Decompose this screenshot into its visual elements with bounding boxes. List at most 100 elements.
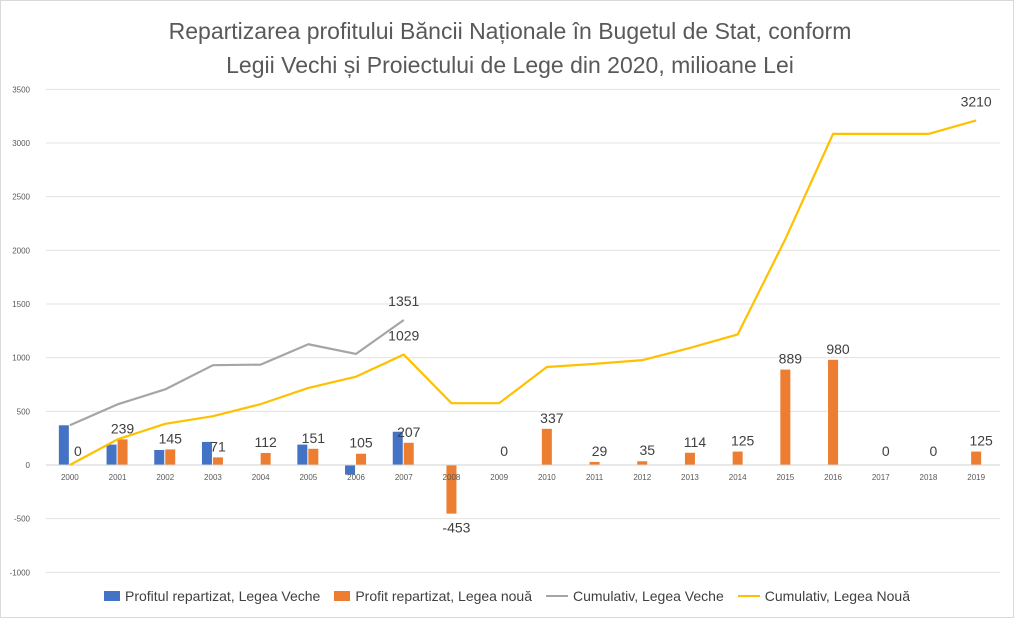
data-label: 0	[930, 443, 938, 459]
bar-new-law	[637, 461, 648, 465]
bar-new-law	[589, 461, 600, 465]
chart-title-line-1: Repartizarea profitului Băncii Naționale…	[168, 18, 852, 44]
x-tick-label: 2010	[538, 473, 556, 482]
x-tick-label: 2000	[61, 473, 79, 482]
bar-new-law	[356, 453, 367, 465]
legend-item-new-law-cumulative[interactable]: Cumulativ, Legea Nouă	[737, 588, 911, 604]
data-label: 889	[779, 351, 803, 367]
data-label: -453	[442, 520, 470, 536]
y-tick-label: 3500	[12, 85, 30, 94]
bar-old-law	[297, 444, 308, 465]
data-label: 3210	[961, 93, 992, 109]
bar-new-law	[308, 448, 319, 465]
data-label: 0	[500, 443, 508, 459]
legend-label: Profit repartizat, Legea nouă	[355, 588, 532, 604]
data-label: 0	[882, 443, 890, 459]
data-label: 980	[826, 341, 850, 357]
x-tick-label: 2001	[109, 473, 127, 482]
x-tick-label: 2002	[156, 473, 174, 482]
data-label: 1029	[388, 328, 419, 344]
data-label: 1351	[388, 293, 419, 309]
data-label: 105	[349, 435, 373, 451]
bar-old-law	[106, 444, 117, 465]
x-tick-label: 2012	[633, 473, 651, 482]
bar-old-law	[58, 425, 69, 465]
x-tick-label: 2003	[204, 473, 222, 482]
x-tick-label: 2019	[967, 473, 985, 482]
legend-label: Cumulativ, Legea Nouă	[764, 588, 911, 604]
legend-key-new-law-cumulative	[737, 595, 760, 597]
bar-new-law	[403, 442, 414, 465]
line-cumulative-new-law	[69, 119, 977, 466]
x-tick-label: 2011	[586, 473, 604, 482]
y-tick-label: -1000	[10, 568, 31, 577]
bar-new-law	[117, 439, 128, 465]
bars	[58, 359, 982, 514]
gridlines	[46, 88, 1000, 573]
bar-new-law	[684, 452, 695, 465]
bar-new-law	[165, 449, 176, 465]
y-tick-label: 2500	[12, 193, 30, 202]
legend-key-old-law-cumulative	[546, 595, 568, 597]
legend-item-old-law-cumulative[interactable]: Cumulativ, Legea Veche	[546, 588, 724, 604]
lines	[69, 119, 977, 466]
bar-new-law	[446, 465, 457, 514]
legend-label: Profitul repartizat, Legea Veche	[124, 588, 321, 604]
data-label: 207	[397, 424, 421, 440]
data-label: 337	[540, 410, 564, 426]
x-tick-label: 2007	[395, 473, 413, 482]
data-label: 112	[254, 434, 277, 450]
legend-item-new-law-bars[interactable]: Profit repartizat, Legea nouă	[334, 588, 532, 604]
x-tick-label: 2013	[681, 473, 699, 482]
data-label: 125	[731, 433, 755, 449]
data-label: 239	[111, 420, 135, 436]
x-tick-label: 2004	[252, 473, 270, 482]
x-tick-label: 2005	[299, 473, 317, 482]
data-label: 114	[684, 434, 707, 450]
data-label: 29	[592, 443, 608, 459]
bar-old-law	[392, 431, 403, 465]
bar-new-law	[971, 451, 982, 465]
x-tick-label: 2006	[347, 473, 365, 482]
y-tick-label: 0	[26, 461, 31, 470]
y-tick-label: 500	[17, 407, 31, 416]
bar-new-law	[212, 457, 223, 465]
bar-new-law	[260, 452, 271, 465]
x-tick-label: 2015	[776, 473, 794, 482]
bar-new-law	[541, 428, 552, 465]
line-cumulative-old-law	[69, 319, 405, 427]
x-tick-label: 2016	[824, 473, 842, 482]
data-label: 145	[159, 430, 183, 446]
y-tick-label: 1500	[12, 300, 30, 309]
legend: Profitul repartizat, Legea Veche Profit …	[0, 588, 1014, 604]
y-tick-label: -500	[14, 515, 31, 524]
bar-new-law	[732, 451, 743, 465]
legend-key-old-law-bars	[103, 591, 120, 601]
data-label: 125	[969, 433, 993, 449]
legend-item-old-law-bars[interactable]: Profitul repartizat, Legea Veche	[103, 588, 321, 604]
bar-new-law	[780, 369, 791, 465]
data-label: 35	[639, 442, 655, 458]
bar-new-law	[828, 359, 839, 465]
y-tick-label: 2000	[12, 246, 30, 255]
data-label: 151	[302, 430, 326, 446]
y-axis-tick-labels: -1000 -500 0 500 1000 1500 2000 2500 3000 3500	[10, 85, 31, 577]
bar-old-law	[201, 441, 212, 465]
x-tick-label: 2009	[490, 473, 508, 482]
data-labels: 0 239 145 71 112 151 105 207 -453 0 337 29 35 114 125 8…	[74, 93, 993, 535]
y-tick-label: 3000	[12, 139, 30, 148]
data-label: 0	[74, 443, 82, 459]
data-label: 71	[210, 438, 226, 454]
x-tick-label: 2018	[920, 473, 938, 482]
legend-key-new-law-bars	[334, 591, 351, 601]
x-tick-label: 2014	[729, 473, 747, 482]
x-tick-label: 2017	[872, 473, 890, 482]
chart-title: Repartizarea profitului Băncii Naționale…	[80, 14, 940, 82]
x-tick-label: 2008	[443, 473, 461, 482]
x-axis-tick-labels: 2000 2001 2002 2003 2004 2005 2006 2007 2008 2009…	[61, 473, 986, 482]
y-tick-label: 1000	[12, 354, 30, 363]
bar-old-law	[345, 465, 356, 475]
legend-label: Cumulativ, Legea Veche	[573, 588, 724, 604]
